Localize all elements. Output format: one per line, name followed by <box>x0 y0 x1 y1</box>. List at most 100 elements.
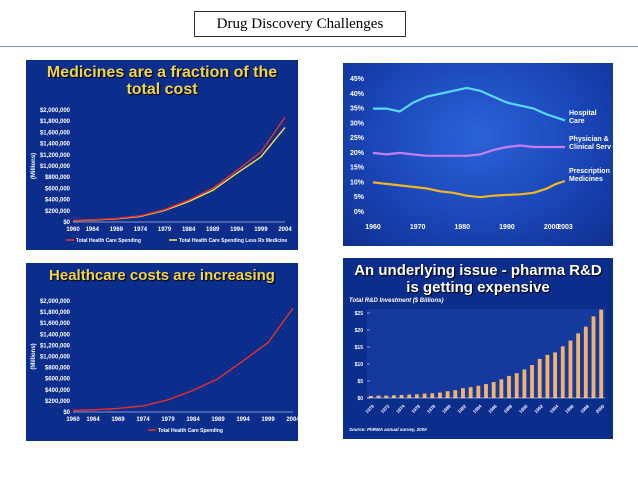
x-tick-label: 1990 <box>518 403 529 414</box>
bar <box>484 384 488 398</box>
bar <box>514 373 519 398</box>
x-tick-label: 1994 <box>236 417 250 423</box>
y-tick-label: $400,000 <box>45 198 71 204</box>
x-tick-label: 1989 <box>211 417 225 423</box>
y-tick-label: 30% <box>350 120 365 127</box>
x-tick-label: 1990 <box>499 224 515 231</box>
y-tick-label: $1,600,000 <box>40 130 71 136</box>
y-tick-label: $2,000,000 <box>40 299 71 305</box>
plot-area <box>367 309 605 398</box>
y-tick-label: $1,600,000 <box>40 321 71 327</box>
bar <box>445 391 450 398</box>
bar <box>491 382 496 398</box>
x-tick-label: 1984 <box>472 403 483 414</box>
y-tick-label: $10 <box>355 362 364 368</box>
x-tick-label: 2004 <box>286 417 298 423</box>
x-tick-label: 2000 <box>544 224 560 231</box>
bar <box>537 358 542 398</box>
chart-title: Medicines are a fraction of the total co… <box>46 64 278 98</box>
x-tick-label: 1984 <box>182 227 196 233</box>
y-tick-label: 25% <box>350 135 365 142</box>
y-tick-label: $25 <box>355 311 364 317</box>
y-tick-label: 40% <box>350 91 365 98</box>
y-tick-label: $0 <box>63 220 70 226</box>
x-tick-label: 2004 <box>278 227 292 233</box>
y-tick-label: 10% <box>350 179 365 186</box>
x-tick-label: 1994 <box>549 403 560 414</box>
y-tick-label: $0 <box>63 410 70 416</box>
y-tick-label: 45% <box>350 76 365 83</box>
x-tick-label: 1970 <box>410 224 426 231</box>
x-tick-label: 1979 <box>161 417 175 423</box>
x-tick-label: 1980 <box>441 403 452 414</box>
cost-share-chart-panel: 0% 5% 10% 15% 20% 25% 30% 35% 40% 45% 1960 1970 1980… <box>343 63 613 246</box>
y-tick-label: $200,000 <box>45 399 71 405</box>
bar <box>430 393 435 398</box>
bar <box>422 393 427 398</box>
y-tick-label: $5 <box>357 379 363 385</box>
x-tick-label: 1969 <box>110 227 124 233</box>
bar <box>499 379 504 398</box>
chart-title: An underlying issue - pharma R&D is gett… <box>354 262 602 296</box>
x-tick-label: 1960 <box>66 227 80 233</box>
x-tick-label: 1976 <box>411 403 422 414</box>
x-tick-label: 2000 <box>595 403 606 414</box>
x-tick-label: 2003 <box>557 224 573 231</box>
x-tick-label: 1988 <box>503 403 514 414</box>
slide-title: Drug Discovery Challenges <box>194 11 406 37</box>
x-tick-label: 1989 <box>206 227 220 233</box>
chart-subtitle: Total R&D Investment ($ Billions) <box>349 298 443 304</box>
series-line-1 <box>372 144 565 157</box>
x-tick-label: 1964 <box>86 417 100 423</box>
bar <box>591 316 596 398</box>
bar <box>476 385 481 398</box>
y-tick-label: $600,000 <box>45 377 71 383</box>
y-tick-label: $600,000 <box>45 186 71 192</box>
bar <box>461 388 465 398</box>
cost-share-chart: 0% 5% 10% 15% 20% 25% 30% 35% 40% 45% 1960 1970 1980… <box>350 76 611 231</box>
x-tick-label: 1999 <box>254 227 268 233</box>
bar <box>545 354 550 398</box>
x-tick-label: 1960 <box>66 417 80 423</box>
y-tick-label: $800,000 <box>45 366 71 372</box>
x-tick-label: 1999 <box>261 417 275 423</box>
x-tick-label: 1982 <box>457 403 468 414</box>
bar <box>599 309 604 398</box>
x-tick-label: 1964 <box>86 227 100 233</box>
y-axis-label: (Millions) <box>31 153 37 179</box>
y-tick-label: 0% <box>354 209 365 216</box>
y-tick-label: $1,000,000 <box>40 355 71 361</box>
legend-label: Total Health Care Spending <box>158 428 223 434</box>
x-tick-label: 1986 <box>487 403 498 414</box>
bar <box>583 326 588 398</box>
y-tick-label: $15 <box>355 345 364 351</box>
x-tick-label: 1974 <box>134 227 148 233</box>
y-tick-label: $800,000 <box>45 175 71 181</box>
series-line-2 <box>372 179 566 199</box>
x-tick-label: 1974 <box>136 417 150 423</box>
y-tick-label: $1,200,000 <box>40 153 71 159</box>
legend-label: Total Health Care Spending <box>76 238 141 244</box>
source-note: Source: PhRMA annual survey, 2000 <box>349 427 427 432</box>
series-line-0 <box>72 307 294 412</box>
x-tick-label: 1992 <box>533 403 544 414</box>
x-tick-label: 1996 <box>564 403 575 414</box>
legend-label: Physician & Clinical Serv <box>569 136 611 151</box>
x-tick-label: 1972 <box>380 403 391 414</box>
y-tick-label: $1,200,000 <box>40 343 71 349</box>
x-tick-label: 1984 <box>186 417 200 423</box>
legend-label: Prescription Medicines <box>569 168 610 183</box>
legend-label: Total Health Care Spending Less Rx Medic… <box>179 238 287 244</box>
bar <box>391 395 396 398</box>
series-line-0 <box>373 86 566 122</box>
y-tick-label: $1,800,000 <box>40 310 71 316</box>
y-tick-label: $0 <box>357 396 363 402</box>
rd-investment-chart: Total R&D Investment ($ Billions) $0 $5 $10… <box>349 298 606 432</box>
series-line-1 <box>72 126 286 222</box>
healthcare-costs-chart-panel: Healthcare costs are increasing $0 $200,0… <box>26 263 298 441</box>
x-tick-label: 1998 <box>579 403 590 414</box>
bar <box>530 365 534 398</box>
x-tick-label: 1979 <box>158 227 172 233</box>
y-tick-label: 5% <box>354 194 365 201</box>
medicines-cost-chart-panel: Medicines are a fraction of the total co… <box>26 60 298 250</box>
